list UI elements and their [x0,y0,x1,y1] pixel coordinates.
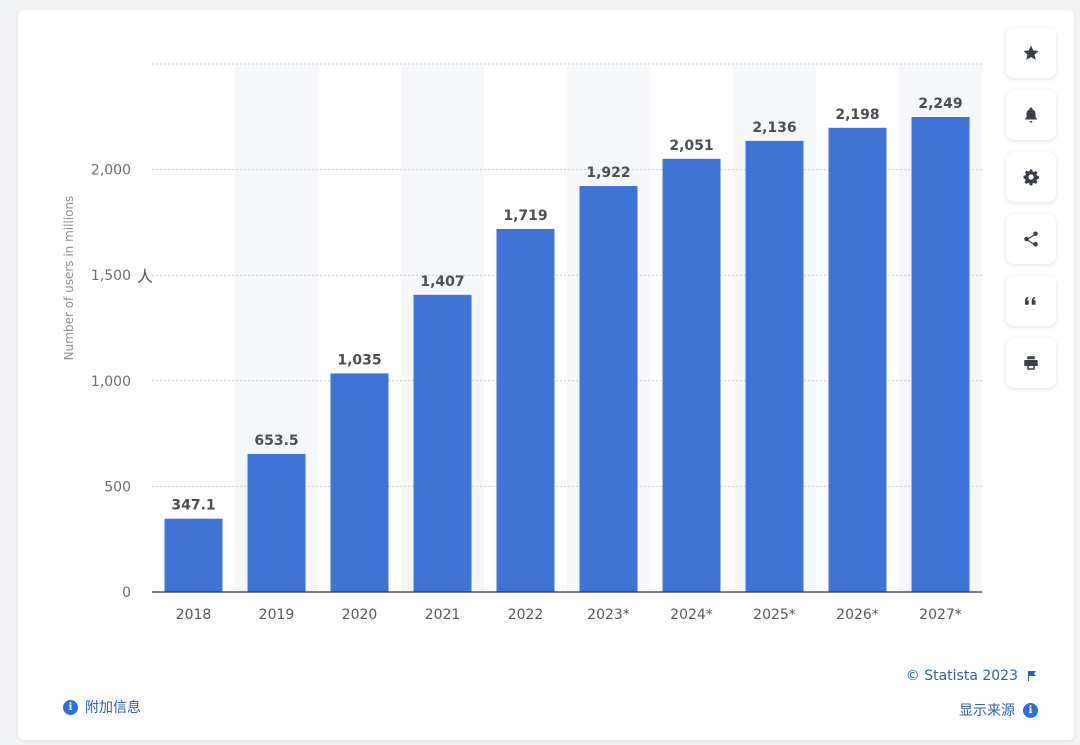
share-icon [1024,231,1038,247]
bar[interactable] [496,228,555,592]
bar[interactable] [247,453,306,592]
y-tick-label: 0 [122,585,131,601]
bar[interactable] [330,373,389,592]
favorite-button[interactable] [1006,28,1056,78]
y-tick-label: 2,000 [91,163,131,179]
additional-info-label: 附加信息 [85,700,141,716]
x-tick-label: 2026* [836,607,879,623]
flag-icon[interactable] [1026,670,1038,682]
print-button[interactable] [1006,338,1056,388]
data-label: 2,249 [918,96,962,112]
bell-icon [1025,107,1037,123]
copyright-line: © Statista 2023 [906,668,1038,684]
x-tick-label: 2020 [342,607,378,623]
quote-icon [1025,296,1036,305]
bar[interactable] [911,117,970,592]
data-labels: 347.1 653.5 1,035 1,407 1,719 1,922 2,051 2,136… [171,96,962,514]
cite-button[interactable] [1006,276,1056,326]
print-icon [1024,356,1038,370]
y-tick-label: 500 [104,479,131,495]
x-tick-label: 2019 [259,607,295,623]
bar-chart: 0 500 1,000 1,500 2,000 347.1 653.5 1,035 1,407… [62,63,982,623]
notification-button[interactable] [1006,90,1056,140]
show-source-link[interactable]: 显示来源 i [959,700,1038,720]
show-source-label: 显示来源 [959,703,1015,719]
x-tick-label: 2022 [508,607,544,623]
x-tick-label: 2025* [753,607,796,623]
y-axis-label: Number of users in millions [62,196,76,361]
data-label: 347.1 [171,498,215,514]
copyright-text: © Statista 2023 [905,668,1018,684]
x-tick-label: 2027* [919,607,962,623]
bars [164,117,970,592]
x-tick-label: 2024* [670,607,713,623]
data-label: 2,051 [669,138,713,154]
bar[interactable] [579,186,638,592]
data-label: 1,407 [420,274,464,290]
info-icon: i [1023,702,1038,718]
info-icon: i [63,699,78,715]
chart-card: 0 500 1,000 1,500 2,000 347.1 653.5 1,035 1,407… [18,10,1074,740]
x-tick-label: 2018 [176,607,212,623]
y-tick-label: 1,500 [91,268,131,284]
data-label: 653.5 [254,433,298,449]
bar[interactable] [164,518,223,592]
toolbar-sidebar [1006,28,1058,400]
cursor-glyph: 人 [137,267,153,286]
star-icon [1023,45,1039,60]
gear-icon [1023,169,1039,186]
data-label: 1,719 [503,208,547,224]
x-tick-label: 2021 [425,607,461,623]
y-tick-label: 1,000 [91,374,131,390]
bar[interactable] [662,158,721,592]
x-tick-label: 2023* [587,607,630,623]
data-label: 1,035 [337,352,381,368]
bar[interactable] [828,127,887,592]
data-label: 2,136 [752,120,796,136]
data-label: 2,198 [835,107,879,123]
settings-button[interactable] [1006,152,1056,202]
data-label: 1,922 [586,165,630,181]
bar[interactable] [413,294,472,592]
bar[interactable] [745,140,804,592]
x-axis-ticks: 2018 2019 2020 2021 2022 2023* 2024* 2025* 2026*… [176,607,962,623]
y-axis-ticks: 0 500 1,000 1,500 2,000 [91,163,131,601]
additional-info-link[interactable]: i 附加信息 [63,697,141,717]
share-button[interactable] [1006,214,1056,264]
